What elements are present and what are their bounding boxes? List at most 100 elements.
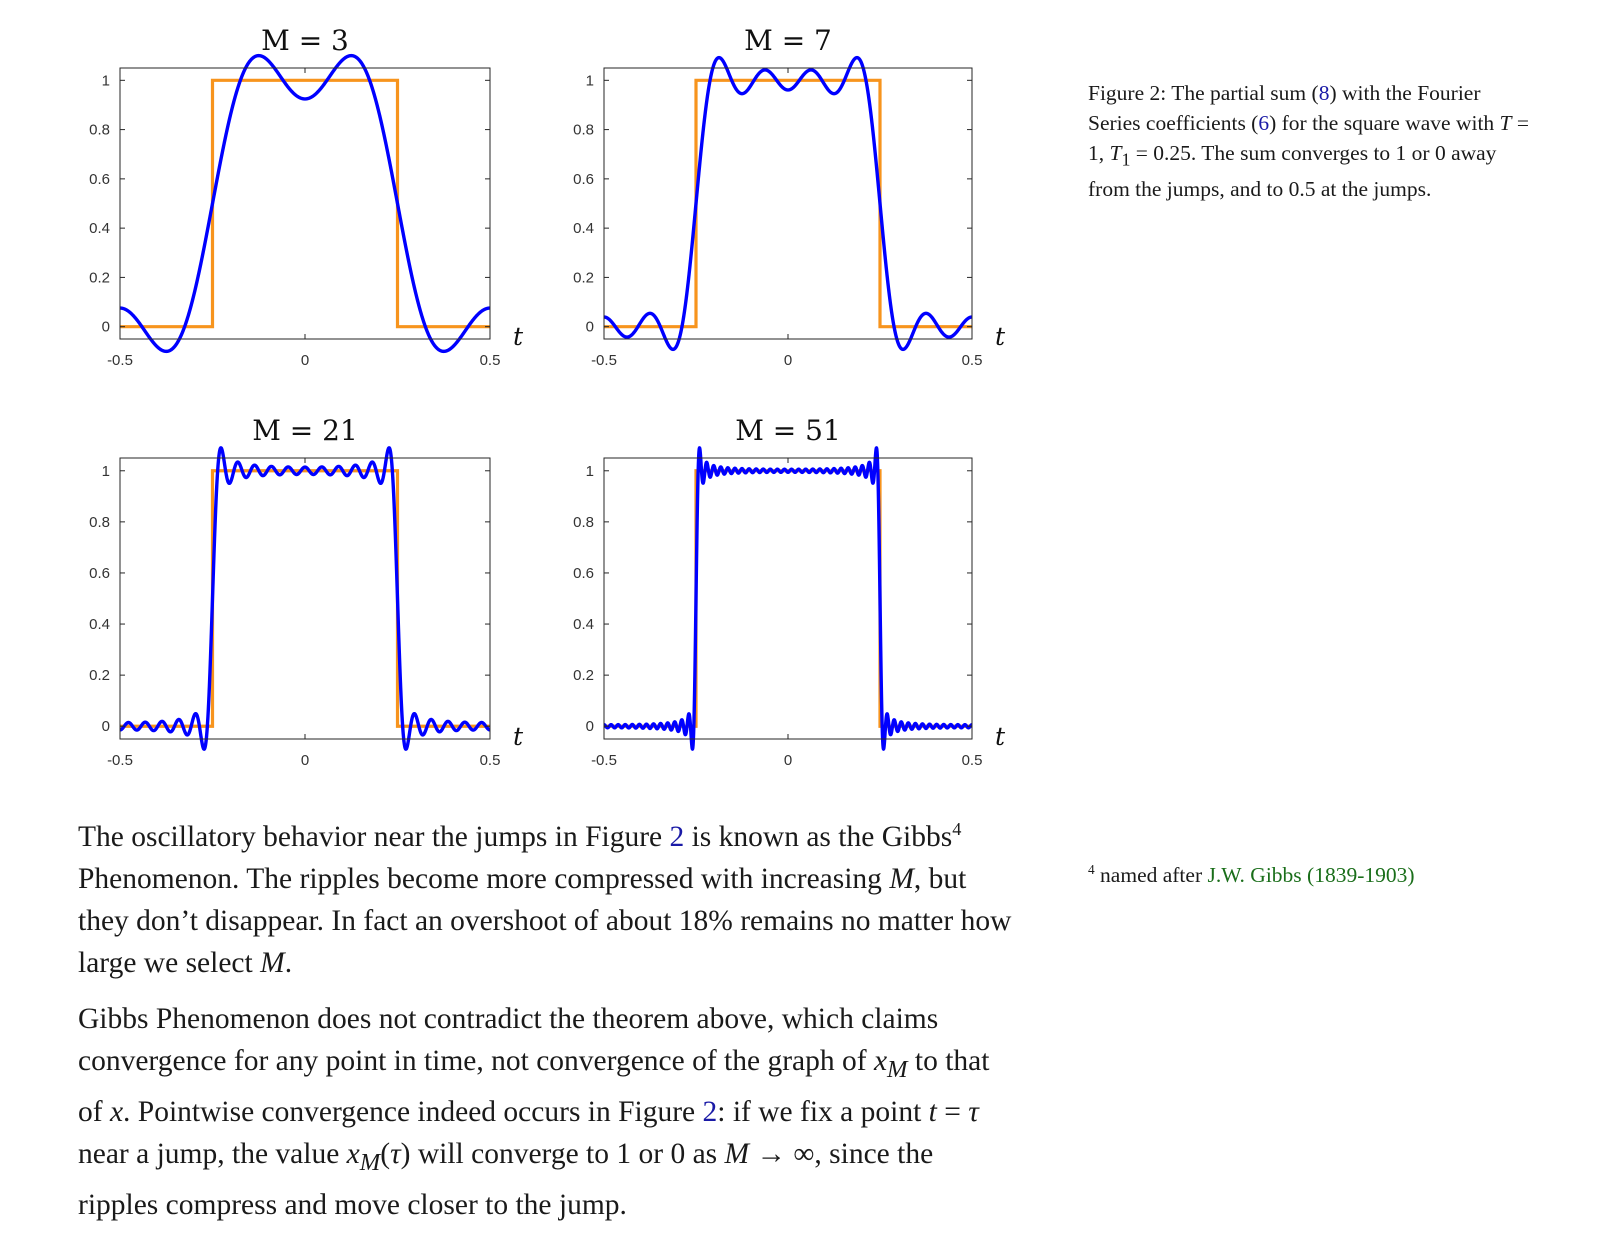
plot-m51-xtick-label: -0.5 bbox=[591, 752, 617, 769]
text-run: → ∞, since the ripples compress and move… bbox=[78, 1137, 934, 1221]
caption-text: ) for the square wave with bbox=[1269, 111, 1500, 135]
footnote-mark[interactable]: 4 bbox=[952, 819, 962, 839]
text-run: ) will converge to 1 or 0 as bbox=[400, 1137, 725, 1170]
plot-m21-partial-sum-line bbox=[118, 446, 492, 751]
plot-m51-axes-frame bbox=[603, 457, 973, 740]
plot-m7-axes-frame bbox=[603, 67, 973, 340]
eq-ref-8[interactable]: 8 bbox=[1318, 81, 1330, 105]
gibbs-link[interactable]: J.W. Gibbs (1839-1903) bbox=[1207, 863, 1415, 888]
plot-m3-title: M = 3 bbox=[261, 24, 349, 57]
math-x: x bbox=[346, 1137, 360, 1170]
plot-m7-partial-sum-line bbox=[602, 55, 974, 352]
text-run: = bbox=[936, 1095, 969, 1128]
plot-m51-title: M = 51 bbox=[735, 414, 841, 447]
figure-ref-2[interactable]: 2 bbox=[702, 1095, 718, 1128]
math-T1: T bbox=[1109, 141, 1122, 165]
plot-m51-square-wave-line bbox=[604, 469, 972, 728]
plot-m3-ytick-label: 0.6 bbox=[89, 171, 110, 188]
math-tau: τ bbox=[968, 1095, 979, 1128]
text-run: The oscillatory behavior near the jumps … bbox=[78, 820, 670, 853]
math-M: M bbox=[260, 946, 285, 979]
math-subscript-M: M bbox=[887, 1055, 908, 1083]
plot-m3-ytick-label: 0 bbox=[102, 319, 110, 336]
plot-m3-ytick-label: 1 bbox=[102, 72, 110, 89]
plot-m7-ytick-label: 0.2 bbox=[573, 269, 594, 286]
plot-m3-axes-frame bbox=[119, 67, 491, 340]
figure-ref-2[interactable]: 2 bbox=[669, 820, 685, 853]
math-T1-subscript: 1 bbox=[1121, 149, 1131, 170]
plot-m21-ytick-label: 0.4 bbox=[89, 616, 110, 633]
sidenote-text: named after bbox=[1094, 863, 1208, 888]
text-run: to that of bbox=[78, 1044, 990, 1128]
plot-m7-ytick-label: 0.6 bbox=[573, 171, 594, 188]
plot-m51-partial-sum-line bbox=[602, 446, 974, 751]
main-text: The oscillatory behavior near the jumps … bbox=[78, 808, 1018, 1240]
math-M: M bbox=[724, 1137, 750, 1170]
caption-text: = 0.25. The sum converges to 1 or 0 away… bbox=[1088, 141, 1497, 202]
math-M: M bbox=[889, 862, 914, 895]
plot-m51-ytick-label: 0.4 bbox=[573, 616, 594, 633]
plot-m7-xtick-label: 0.5 bbox=[962, 352, 983, 369]
figure-2: M = 3 0 0.2 0.4 0.6 0.8 1 -0.5 0 0.5 t M = 7 0 0.2 0.4… bbox=[0, 0, 1020, 790]
plot-m51-ytick-label: 1 bbox=[586, 463, 594, 480]
figure-2-plots: M = 3 0 0.2 0.4 0.6 0.8 1 -0.5 0 0.5 t M = 7 0 0.2 0.4… bbox=[89, 24, 1006, 769]
text-run: . bbox=[284, 946, 293, 979]
plot-m3-ytick-label: 0.8 bbox=[89, 122, 110, 139]
text-run: Phenomenon. The ripples become more comp… bbox=[78, 862, 890, 895]
plot-m7-xlabel: t bbox=[995, 322, 1006, 351]
plot-m51-ytick-label: 0.6 bbox=[573, 565, 594, 582]
figure-caption: Figure 2: The partial sum (8) with the F… bbox=[1088, 78, 1538, 204]
plot-m51-xtick-label: 0 bbox=[784, 752, 792, 769]
plot-m21-ytick-label: 0.8 bbox=[89, 514, 110, 531]
text-run: : if we fix a point bbox=[717, 1095, 929, 1128]
plot-m7-title: M = 7 bbox=[744, 24, 832, 57]
sidenote-4: 4 named after J.W. Gibbs (1839-1903) bbox=[1088, 855, 1548, 890]
plot-m51-xlabel: t bbox=[995, 722, 1006, 751]
plot-m7-ytick-label: 1 bbox=[586, 72, 594, 89]
plot-m21-square-wave-line bbox=[120, 469, 490, 728]
plot-m3-ytick-label: 0.2 bbox=[89, 269, 110, 286]
plot-m21-ytick-label: 0.2 bbox=[89, 667, 110, 684]
caption-text: ) with the Fourier Series coefficients ( bbox=[1088, 81, 1481, 135]
plot-m21-xtick-label: 0.5 bbox=[480, 752, 501, 769]
text-run: , but they don’t disappear. In fact an o… bbox=[78, 862, 1012, 979]
math-tau: τ bbox=[390, 1137, 401, 1170]
text-run: ( bbox=[380, 1137, 391, 1170]
plot-m7-xtick-label: 0 bbox=[784, 352, 792, 369]
plot-m7-ytick-label: 0 bbox=[586, 319, 594, 336]
plot-m7-ytick-label: 0.4 bbox=[573, 220, 594, 237]
plot-m3-square-wave-line bbox=[120, 78, 490, 329]
plot-m3-xtick-label: -0.5 bbox=[107, 352, 133, 369]
plot-m7-xtick-label: -0.5 bbox=[591, 352, 617, 369]
math-x: x bbox=[873, 1044, 888, 1077]
text-run: is known as the Gibbs bbox=[684, 820, 953, 853]
plot-m21-ytick-label: 0 bbox=[102, 718, 110, 735]
text-run: . Pointwise convergence indeed occurs in… bbox=[123, 1095, 703, 1128]
plot-m3-xlabel: t bbox=[513, 322, 524, 351]
caption-text: Figure 2: The partial sum ( bbox=[1088, 81, 1319, 105]
plot-m21-ytick-label: 1 bbox=[102, 463, 110, 480]
plot-m3-xtick-label: 0 bbox=[301, 352, 309, 369]
text-run: Gibbs Phenomenon does not contradict the… bbox=[78, 1002, 939, 1077]
plot-m21-ytick-label: 0.6 bbox=[89, 565, 110, 582]
math-x: x bbox=[109, 1095, 124, 1128]
math-subscript-M: M bbox=[359, 1148, 381, 1176]
plot-m21-xtick-label: -0.5 bbox=[107, 752, 133, 769]
math-t: t bbox=[928, 1095, 937, 1128]
plot-m51-ytick-label: 0.2 bbox=[573, 667, 594, 684]
plot-m51-ytick-label: 0.8 bbox=[573, 514, 594, 531]
plot-m21-axes-frame bbox=[119, 457, 491, 740]
math-T: T bbox=[1499, 111, 1512, 135]
plot-m51-ytick-label: 0 bbox=[586, 718, 594, 735]
plot-m51-xtick-label: 0.5 bbox=[962, 752, 983, 769]
plot-m7-ytick-label: 0.8 bbox=[573, 122, 594, 139]
plot-m3-ytick-label: 0.4 bbox=[89, 220, 110, 237]
caption-text: = 1, bbox=[1088, 111, 1530, 165]
sidenote-mark: 4 bbox=[1088, 862, 1095, 877]
plot-m21-xlabel: t bbox=[513, 722, 524, 751]
eq-ref-6[interactable]: 6 bbox=[1258, 111, 1270, 135]
plot-m3-partial-sum-line bbox=[118, 53, 492, 354]
plot-m21-title: M = 21 bbox=[252, 414, 358, 447]
plot-m21-xtick-label: 0 bbox=[301, 752, 309, 769]
paragraph-pointwise: Gibbs Phenomenon does not contradict the… bbox=[78, 998, 1018, 1226]
